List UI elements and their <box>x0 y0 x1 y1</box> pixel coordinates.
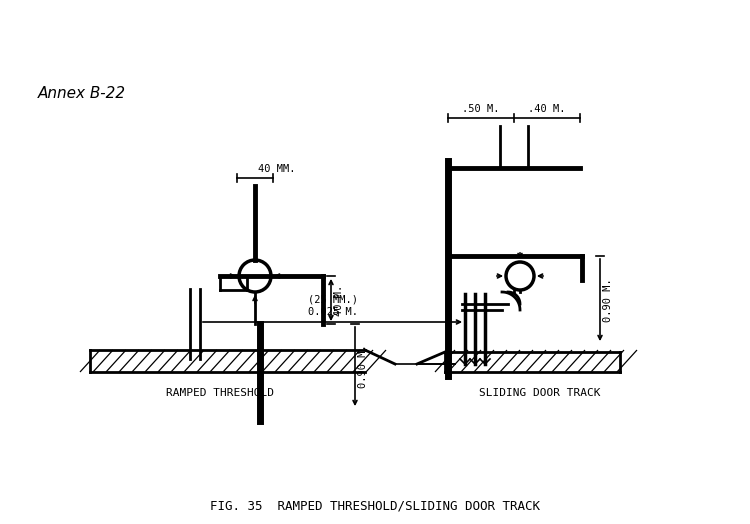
Text: 40 MM.: 40 MM. <box>258 164 296 174</box>
Text: 0.90 M.: 0.90 M. <box>603 278 613 322</box>
Text: 0.025 M.: 0.025 M. <box>308 307 358 317</box>
Text: FIG. 35  RAMPED THRESHOLD/SLIDING DOOR TRACK: FIG. 35 RAMPED THRESHOLD/SLIDING DOOR TR… <box>210 499 540 512</box>
Text: 0.90 M.: 0.90 M. <box>358 345 368 388</box>
Text: (25 MM.): (25 MM.) <box>308 295 358 305</box>
Text: SLIDING DOOR TRACK: SLIDING DOOR TRACK <box>479 388 601 398</box>
Text: .50 M.: .50 M. <box>462 104 500 114</box>
Text: Annex B-22: Annex B-22 <box>38 86 126 102</box>
Text: RAMPED THRESHOLD: RAMPED THRESHOLD <box>166 388 274 398</box>
Text: .40 M.: .40 M. <box>528 104 566 114</box>
Text: 40 M.: 40 M. <box>334 285 344 315</box>
